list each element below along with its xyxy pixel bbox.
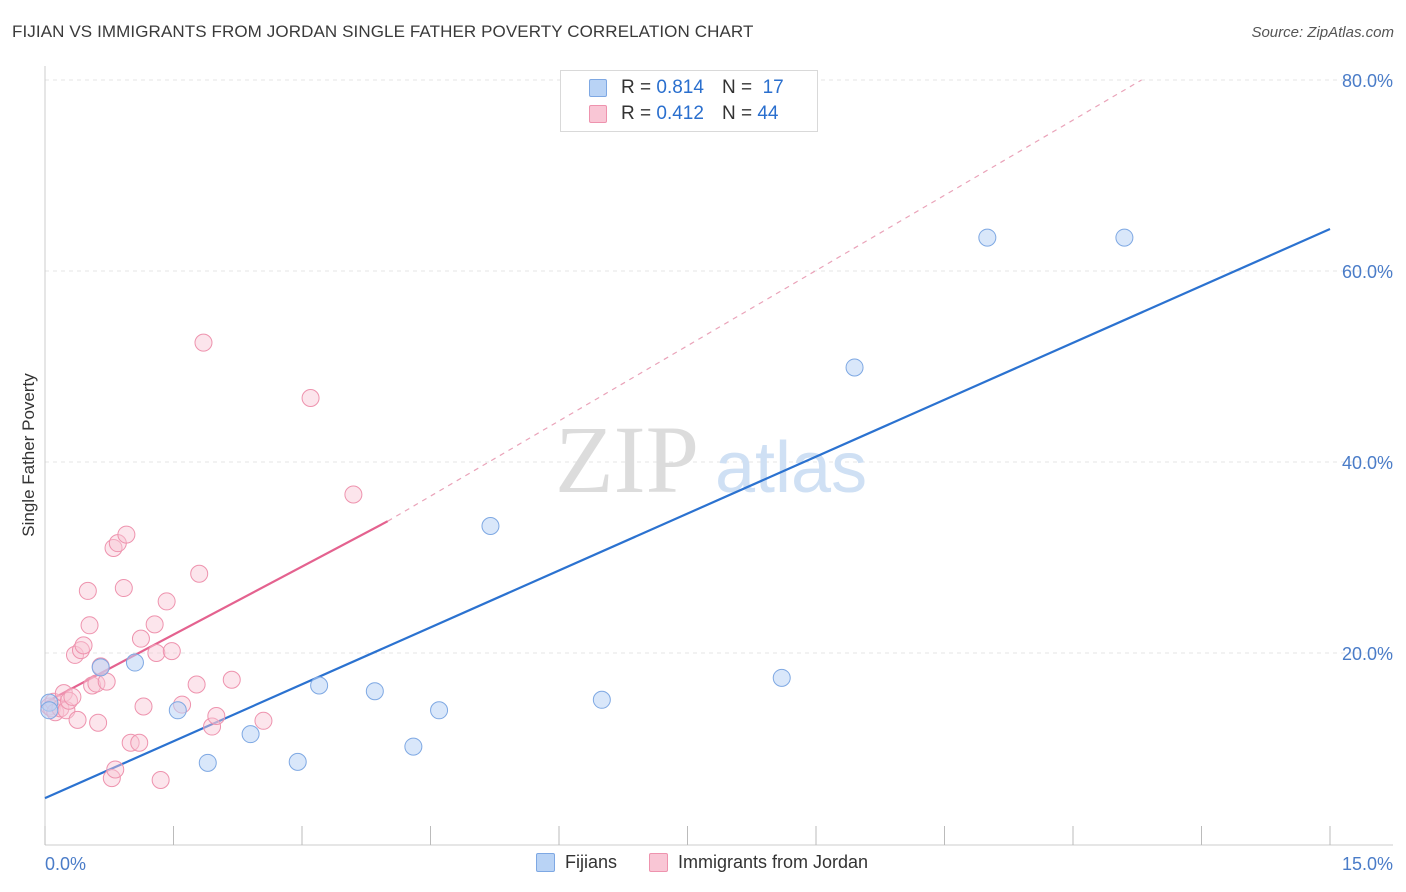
legend-row-fijians: R = 0.814 N = 17 xyxy=(589,76,784,100)
fijians-point xyxy=(241,725,260,744)
jordan-point xyxy=(131,629,150,648)
n-label: N = xyxy=(721,77,753,98)
n-value: 44 xyxy=(757,103,779,124)
series-legend: Fijians Immigrants from Jordan xyxy=(536,852,900,873)
jordan-point xyxy=(134,697,153,716)
x-tick-label: 0.0% xyxy=(45,854,86,874)
fijians-trend-line xyxy=(44,227,1331,800)
jordan-swatch xyxy=(649,853,669,872)
y-tick-label: 80.0% xyxy=(1342,71,1393,91)
fijians-point xyxy=(845,358,864,377)
fijians-point xyxy=(91,658,110,677)
fijians-point xyxy=(772,668,791,687)
fijians-point xyxy=(404,737,423,756)
watermark: ZIP atlas xyxy=(555,406,867,513)
fijians-point xyxy=(592,690,611,709)
y-tick-label: 40.0% xyxy=(1342,453,1393,473)
jordan-point xyxy=(187,675,206,694)
r-label: R = xyxy=(621,103,652,124)
source-credit: Source: ZipAtlas.com xyxy=(1251,24,1394,41)
jordan-point xyxy=(63,687,82,706)
jordan-point xyxy=(147,644,166,662)
jordan-point xyxy=(157,592,176,611)
tick-labels: 20.0% 40.0% 60.0% 80.0% 0.0% 15.0% xyxy=(45,71,1393,874)
n-value: 17 xyxy=(762,77,784,98)
jordan-point xyxy=(222,670,241,689)
legend-row-jordan: R = 0.412 N = 44 xyxy=(589,102,778,126)
jordan-point xyxy=(80,616,99,635)
jordan-point xyxy=(74,636,93,655)
jordan-point xyxy=(71,641,90,660)
jordan-point xyxy=(254,711,273,730)
fijians-point xyxy=(198,753,217,772)
y-axis-title: Single Father Poverty xyxy=(19,373,38,537)
grid-lines xyxy=(45,79,1393,654)
jordan-point xyxy=(145,615,164,634)
y-tick-label: 60.0% xyxy=(1342,262,1393,282)
legend-label-fijians: Fijians xyxy=(565,852,618,872)
fijians-point xyxy=(365,682,384,701)
n-label: N = xyxy=(721,103,753,124)
jordan-point xyxy=(301,389,320,408)
jordan-point xyxy=(114,579,133,598)
r-value: 0.412 xyxy=(656,103,704,124)
fijians-swatch xyxy=(589,79,607,97)
legend-item-fijians: Fijians xyxy=(536,852,617,873)
fijians-point xyxy=(125,653,144,672)
fijians-point xyxy=(978,228,997,247)
jordan-point xyxy=(194,333,213,352)
fijians-point xyxy=(1115,228,1134,247)
fijians-point xyxy=(310,676,329,695)
legend-label-jordan: Immigrants from Jordan xyxy=(678,852,869,872)
watermark-zip: ZIP xyxy=(555,406,699,513)
legend-item-jordan: Immigrants from Jordan xyxy=(649,852,868,873)
jordan-point xyxy=(162,642,181,661)
jordan-point xyxy=(190,564,209,583)
y-tick-label: 20.0% xyxy=(1342,644,1393,664)
jordan-point xyxy=(130,733,149,752)
r-label: R = xyxy=(621,77,652,98)
jordan-point xyxy=(106,760,125,779)
fijians-point xyxy=(40,701,59,720)
jordan-point xyxy=(203,717,222,736)
fijians-point xyxy=(481,516,500,535)
jordan-point xyxy=(117,525,136,544)
x-tick-label: 15.0% xyxy=(1342,854,1393,874)
jordan-point xyxy=(68,710,87,729)
fijians-point xyxy=(168,701,187,720)
data-points xyxy=(40,228,1134,790)
r-value: 0.814 xyxy=(656,77,704,98)
jordan-point xyxy=(207,707,226,726)
fijians-point xyxy=(288,752,307,771)
jordan-point xyxy=(89,713,108,732)
fijians-point xyxy=(430,701,449,720)
chart-title: FIJIAN VS IMMIGRANTS FROM JORDAN SINGLE … xyxy=(12,22,754,41)
stats-legend: R = 0.814 N = 17 R = 0.412 N = 44 xyxy=(560,70,818,132)
jordan-swatch xyxy=(589,105,607,123)
jordan-point xyxy=(344,485,363,504)
jordan-point xyxy=(78,581,97,600)
fijians-swatch xyxy=(536,853,555,872)
jordan-point xyxy=(151,771,170,790)
